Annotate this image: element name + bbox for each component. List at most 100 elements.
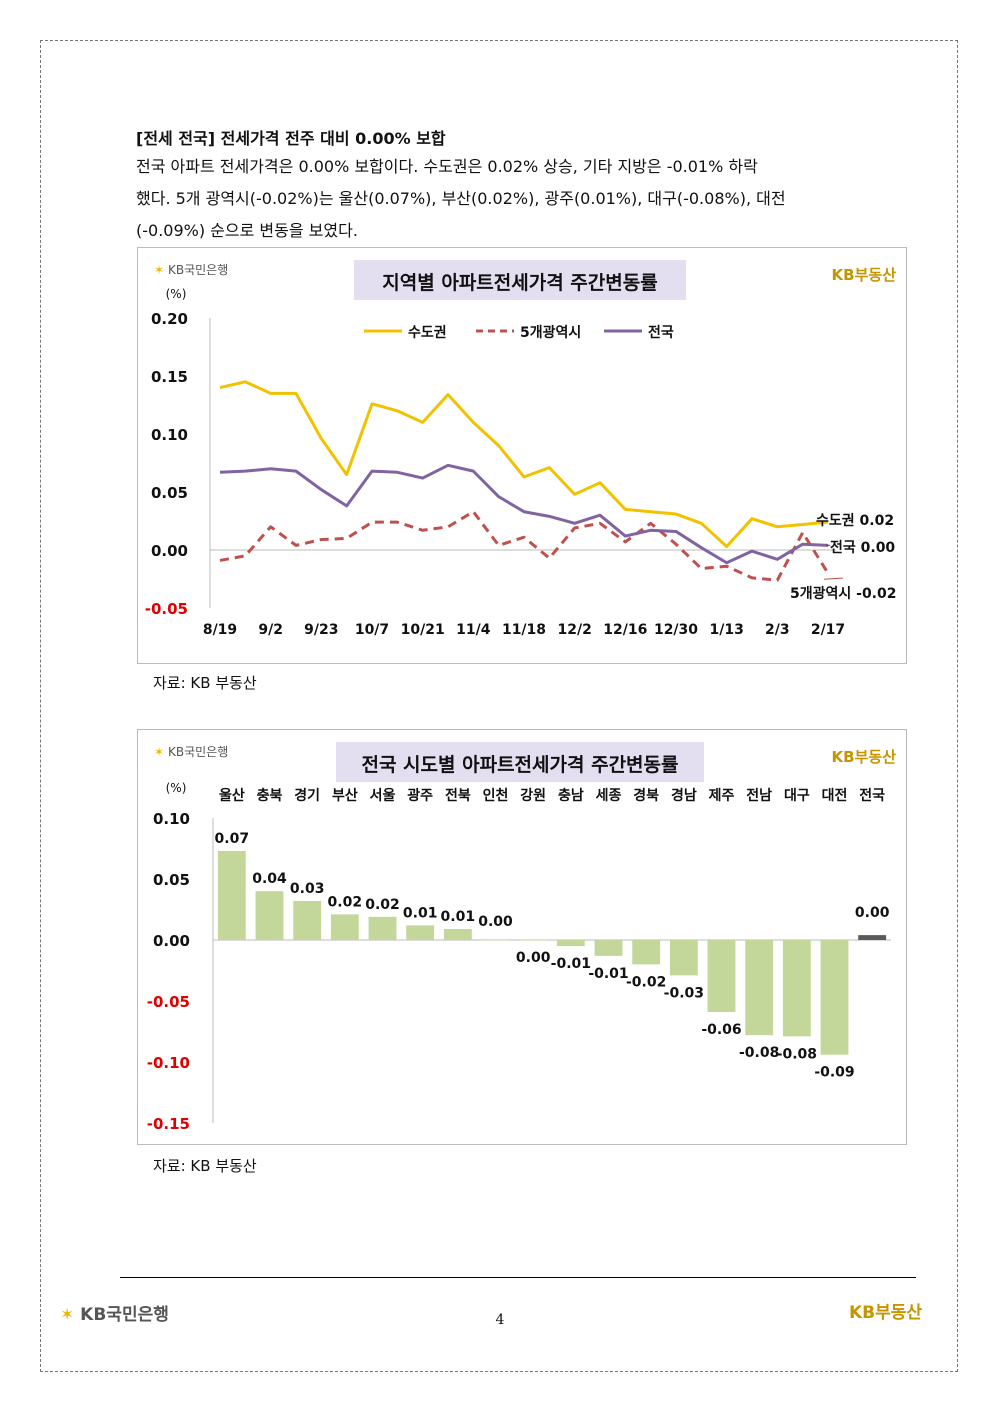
paragraph-line-1: 전국 아파트 전세가격은 0.00% 보합이다. 수도권은 0.02% 상승, … xyxy=(136,157,758,176)
series-line-3 xyxy=(219,463,829,565)
data-label: 0.00 xyxy=(855,905,890,921)
chart-title: 전국 시도별 아파트전세가격 주간변동률 xyxy=(361,754,678,776)
kb-bank-logo: ✶ KB국민은행 xyxy=(60,1300,169,1325)
footer-divider xyxy=(120,1277,916,1278)
category-label: 전남 xyxy=(746,787,772,804)
leader-line xyxy=(823,577,844,580)
x-tick-label: 9/23 xyxy=(304,622,338,638)
x-tick-label: 1/13 xyxy=(709,622,743,638)
kb-star-icon: ✶ xyxy=(154,745,164,759)
y-tick-label: 0.10 xyxy=(153,810,190,828)
kb-realestate-logo: KB부동산 xyxy=(832,748,897,766)
category-label: 전북 xyxy=(445,787,471,804)
kb-star-icon: ✶ xyxy=(154,263,164,277)
data-label: -0.01 xyxy=(588,966,628,982)
data-label: 0.03 xyxy=(290,881,325,897)
category-label: 울산 xyxy=(219,787,245,804)
y-tick-label: -0.05 xyxy=(147,993,190,1011)
y-tick-label: 0.00 xyxy=(153,932,190,950)
data-label: -0.06 xyxy=(701,1022,741,1038)
x-tick-label: 12/30 xyxy=(654,622,698,638)
x-tick-label: 9/2 xyxy=(258,622,283,638)
category-label: 경기 xyxy=(294,787,320,804)
section-heading: [전세 전국] 전세가격 전주 대비 0.00% 보합 xyxy=(136,129,446,148)
category-label: 세종 xyxy=(596,788,622,804)
bar xyxy=(594,940,623,956)
data-label: -0.08 xyxy=(777,1046,817,1062)
x-tick-label: 12/2 xyxy=(557,622,591,638)
kb-realestate-logo: KB부동산 xyxy=(848,1303,922,1323)
paragraph-line-2: 했다. 5개 광역시(-0.02%)는 울산(0.07%), 부산(0.02%)… xyxy=(136,189,786,208)
x-tick-label: 11/18 xyxy=(502,622,546,638)
category-label: 서울 xyxy=(370,787,396,804)
data-label: 0.00 xyxy=(478,914,513,930)
x-tick-label: 2/17 xyxy=(811,622,845,638)
y-tick-label: -0.10 xyxy=(147,1054,190,1072)
bar xyxy=(368,916,397,940)
chart-title-background xyxy=(354,260,686,300)
y-tick-label: 0.20 xyxy=(151,310,188,328)
x-tick-label: 12/16 xyxy=(603,622,647,638)
y-tick-label: -0.05 xyxy=(145,600,188,618)
y-tick-label: 0.05 xyxy=(151,484,188,502)
bar xyxy=(293,900,322,940)
kb-bank-logo: KB국민은행 xyxy=(168,262,228,277)
series-line-2 xyxy=(219,510,830,582)
end-label-metro: 수도권 0.02 xyxy=(816,513,894,529)
data-label: 0.01 xyxy=(403,905,438,921)
x-tick-label: 10/7 xyxy=(355,622,389,638)
data-label: -0.01 xyxy=(551,956,591,972)
x-tick-label: 11/4 xyxy=(456,622,491,638)
bar xyxy=(782,940,811,1037)
data-label: -0.08 xyxy=(739,1045,779,1061)
category-label: 전국 xyxy=(859,787,885,804)
category-label: 경남 xyxy=(671,787,697,804)
category-label: 인천 xyxy=(483,787,509,804)
kb-bank-text: KB국민은행 xyxy=(80,1305,169,1325)
category-label: 제주 xyxy=(709,788,735,804)
y-tick-label: 0.00 xyxy=(151,542,188,560)
bar xyxy=(556,940,585,947)
data-label: 0.02 xyxy=(328,894,363,910)
chart-title-background xyxy=(336,742,704,782)
y-tick-label: 0.10 xyxy=(151,426,188,444)
bar xyxy=(217,850,246,940)
bar xyxy=(330,914,359,940)
legend-label: 수도권 xyxy=(408,325,447,341)
kb-realestate-logo: KB부동산 xyxy=(832,266,897,284)
category-label: 충북 xyxy=(257,788,283,804)
bar xyxy=(707,940,736,1012)
paragraph-line-3: (-0.09%) 순으로 변동을 보였다. xyxy=(136,221,358,240)
category-label: 경북 xyxy=(633,787,659,804)
y-axis-unit: (%) xyxy=(166,781,187,795)
data-label: 0.07 xyxy=(215,831,250,847)
bar xyxy=(255,891,284,940)
data-label: 0.04 xyxy=(252,871,287,887)
data-label: -0.02 xyxy=(626,974,666,990)
bar xyxy=(669,940,698,976)
line-chart-box: ✶ KB국민은행 지역별 아파트전세가격 주간변동률 KB부동산 (%) 0.20 0.15… xyxy=(137,247,907,664)
data-label: 0.01 xyxy=(441,909,476,925)
data-label: 0.02 xyxy=(365,897,400,913)
category-label: 강원 xyxy=(520,787,546,804)
page-frame xyxy=(40,40,958,1372)
end-label-five-cities: 5개광역시 -0.02 xyxy=(790,585,897,602)
data-label: -0.09 xyxy=(814,1065,854,1081)
x-tick-label: 2/3 xyxy=(765,622,790,638)
bar xyxy=(443,929,472,940)
page-number: 4 xyxy=(495,1312,505,1328)
category-label: 대구 xyxy=(784,788,810,804)
category-label: 부산 xyxy=(332,787,358,804)
x-tick-label: 10/21 xyxy=(401,622,445,638)
y-tick-label: -0.15 xyxy=(147,1115,190,1133)
category-label: 충남 xyxy=(558,787,584,804)
kb-star-icon: ✶ xyxy=(60,1305,75,1325)
chart2-source: 자료: KB 부동산 xyxy=(153,1157,257,1175)
legend-label: 전국 xyxy=(648,324,674,341)
bar xyxy=(519,940,548,941)
category-label: 광주 xyxy=(407,787,433,804)
bar xyxy=(481,940,510,941)
y-tick-label: 0.05 xyxy=(153,871,190,889)
